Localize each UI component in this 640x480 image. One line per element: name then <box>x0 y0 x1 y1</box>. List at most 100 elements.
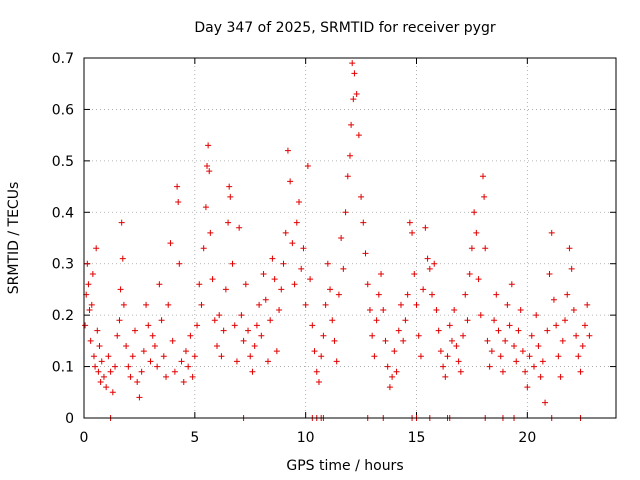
data-point <box>482 245 489 252</box>
data-point <box>568 265 575 272</box>
data-point <box>233 358 240 365</box>
data-point <box>143 301 150 308</box>
data-point <box>369 332 376 339</box>
data-point <box>497 353 504 360</box>
data-point <box>347 152 353 159</box>
data-point <box>206 168 213 175</box>
data-point <box>260 271 267 277</box>
data-point <box>550 296 557 303</box>
data-point <box>160 353 167 360</box>
data-point <box>304 163 311 169</box>
data-point <box>134 379 141 385</box>
data-point <box>216 312 223 319</box>
data-point <box>417 353 424 360</box>
y-tick-label: 0.2 <box>52 308 74 324</box>
data-point <box>262 296 269 303</box>
data-point <box>220 327 227 334</box>
data-point <box>366 307 373 313</box>
data-point <box>245 327 252 334</box>
data-point <box>481 193 488 200</box>
data-point <box>200 245 207 252</box>
data-point <box>535 343 542 349</box>
data-point <box>409 229 416 236</box>
data-point <box>97 379 104 385</box>
data-point <box>344 173 351 180</box>
data-point <box>87 337 94 344</box>
data-point <box>426 265 433 272</box>
data-point <box>431 260 438 267</box>
data-point <box>422 224 429 231</box>
data-point <box>231 322 238 329</box>
data-point <box>131 327 138 334</box>
data-point <box>546 271 553 277</box>
data-point <box>382 337 389 344</box>
data-point <box>88 301 95 308</box>
data-point <box>125 363 132 370</box>
data-point <box>298 265 305 272</box>
data-point <box>251 343 258 349</box>
data-point <box>185 363 192 370</box>
data-point <box>307 276 314 283</box>
data-point <box>92 363 99 370</box>
plot-frame <box>83 57 617 419</box>
data-point <box>105 353 112 360</box>
data-point <box>282 229 289 236</box>
data-point <box>499 368 506 375</box>
data-point <box>116 317 123 324</box>
data-point <box>238 312 245 319</box>
y-tick-label: 0.7 <box>52 51 74 67</box>
data-point <box>296 199 303 205</box>
data-point <box>236 224 243 231</box>
data-point <box>240 337 247 344</box>
data-point <box>187 332 194 339</box>
data-point <box>355 132 362 139</box>
data-point <box>202 204 209 211</box>
data-point <box>204 163 211 169</box>
x-axis-label: GPS time / hours <box>286 458 403 474</box>
data-point <box>444 353 451 360</box>
data-point <box>544 327 551 334</box>
data-point <box>322 301 329 308</box>
data-point <box>584 301 591 308</box>
data-point <box>225 219 232 226</box>
data-point <box>506 322 513 329</box>
data-point <box>96 343 103 349</box>
data-point <box>117 286 124 293</box>
data-point <box>393 368 400 375</box>
data-point <box>276 307 283 313</box>
data-point <box>528 332 535 339</box>
data-point <box>335 291 342 298</box>
data-point <box>85 281 92 288</box>
data-point <box>165 301 172 308</box>
data-point <box>524 384 531 391</box>
data-point <box>406 219 413 226</box>
data-point <box>118 219 125 226</box>
data-point <box>557 373 564 380</box>
data-point <box>284 147 291 154</box>
data-point <box>457 368 464 375</box>
data-point <box>502 337 509 344</box>
data-point <box>229 260 236 267</box>
data-point <box>149 332 156 339</box>
data-point <box>211 317 218 324</box>
data-point <box>253 322 260 329</box>
data-point <box>84 260 91 267</box>
data-point <box>395 327 402 334</box>
data-point <box>318 353 325 360</box>
data-point <box>360 219 367 226</box>
data-point <box>93 245 100 252</box>
data-point <box>309 322 316 329</box>
data-point <box>98 358 105 365</box>
data-point <box>517 307 524 313</box>
data-point <box>575 353 582 360</box>
data-point <box>222 286 229 293</box>
data-point <box>82 322 89 329</box>
data-point <box>378 271 385 277</box>
data-point <box>460 332 467 339</box>
data-point <box>530 363 537 370</box>
data-point <box>123 343 130 349</box>
data-point <box>180 379 187 385</box>
data-point <box>198 301 205 308</box>
data-point <box>435 327 442 334</box>
